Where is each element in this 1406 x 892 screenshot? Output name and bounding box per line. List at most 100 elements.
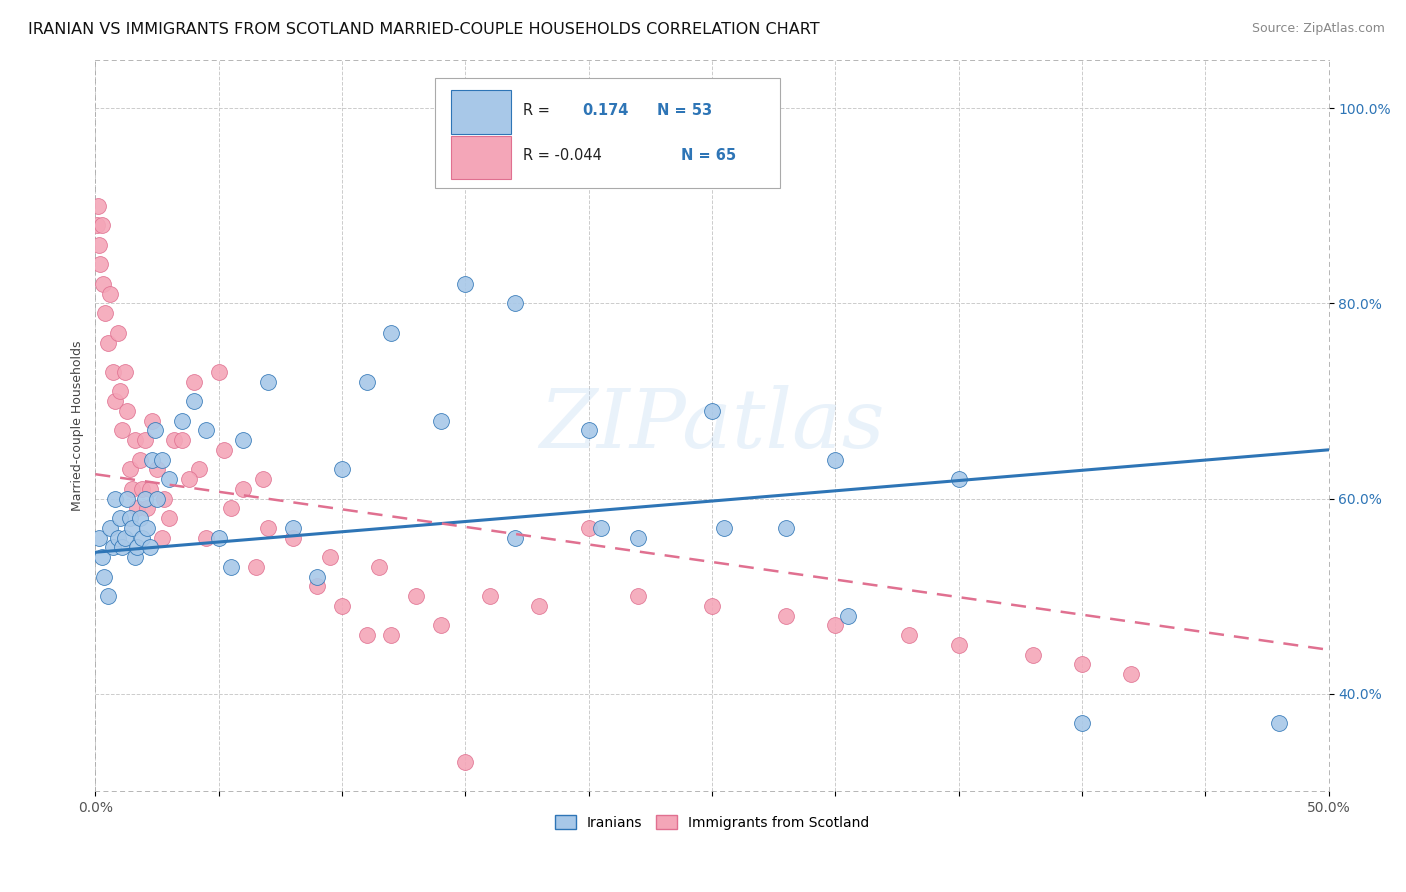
Point bbox=[170, 413, 193, 427]
Point bbox=[170, 433, 193, 447]
Point bbox=[219, 560, 242, 574]
Point bbox=[775, 608, 797, 623]
Point bbox=[589, 521, 612, 535]
Point bbox=[232, 482, 254, 496]
Point bbox=[97, 335, 120, 350]
Point bbox=[150, 452, 173, 467]
Point bbox=[90, 219, 112, 233]
Text: R = -0.044: R = -0.044 bbox=[523, 148, 602, 163]
Point bbox=[578, 423, 600, 437]
Text: Source: ZipAtlas.com: Source: ZipAtlas.com bbox=[1251, 22, 1385, 36]
Point bbox=[117, 491, 139, 506]
Point bbox=[578, 521, 600, 535]
Point bbox=[114, 531, 136, 545]
Point bbox=[107, 326, 129, 340]
Point bbox=[177, 472, 200, 486]
Point bbox=[1071, 657, 1094, 672]
Point bbox=[713, 521, 735, 535]
Point bbox=[131, 482, 153, 496]
Point bbox=[380, 326, 402, 340]
Point bbox=[195, 423, 218, 437]
Point bbox=[195, 531, 218, 545]
Text: N = 53: N = 53 bbox=[657, 103, 711, 118]
Point bbox=[98, 286, 121, 301]
Point bbox=[245, 560, 267, 574]
Point bbox=[89, 257, 111, 271]
Point bbox=[86, 219, 108, 233]
Point bbox=[134, 433, 156, 447]
Point bbox=[454, 277, 477, 291]
Point bbox=[356, 628, 378, 642]
Point bbox=[948, 638, 970, 652]
Point bbox=[141, 413, 163, 427]
Point bbox=[307, 569, 329, 583]
Point bbox=[101, 365, 124, 379]
Point bbox=[307, 579, 329, 593]
Text: IRANIAN VS IMMIGRANTS FROM SCOTLAND MARRIED-COUPLE HOUSEHOLDS CORRELATION CHART: IRANIAN VS IMMIGRANTS FROM SCOTLAND MARR… bbox=[28, 22, 820, 37]
Point bbox=[121, 482, 143, 496]
Point bbox=[136, 521, 159, 535]
Point bbox=[429, 413, 451, 427]
Point bbox=[157, 472, 180, 486]
Point bbox=[627, 589, 650, 603]
Point bbox=[503, 531, 526, 545]
Point bbox=[153, 491, 176, 506]
Point bbox=[124, 433, 146, 447]
Point bbox=[143, 423, 166, 437]
Point bbox=[627, 531, 650, 545]
Point bbox=[131, 531, 153, 545]
Legend: Iranians, Immigrants from Scotland: Iranians, Immigrants from Scotland bbox=[550, 810, 875, 836]
Point bbox=[700, 599, 723, 613]
Point bbox=[141, 452, 163, 467]
Point bbox=[118, 462, 141, 476]
Point bbox=[114, 365, 136, 379]
Point bbox=[101, 541, 124, 555]
Point bbox=[252, 472, 274, 486]
Point bbox=[219, 501, 242, 516]
FancyBboxPatch shape bbox=[450, 90, 510, 134]
Text: 0.174: 0.174 bbox=[582, 103, 628, 118]
Point bbox=[824, 452, 846, 467]
Point bbox=[87, 531, 110, 545]
Point bbox=[281, 531, 304, 545]
Point bbox=[1021, 648, 1043, 662]
Point bbox=[479, 589, 502, 603]
Point bbox=[93, 569, 115, 583]
Point bbox=[429, 618, 451, 632]
Point bbox=[90, 550, 112, 565]
Text: N = 65: N = 65 bbox=[681, 148, 737, 163]
FancyBboxPatch shape bbox=[434, 78, 780, 187]
Point bbox=[134, 491, 156, 506]
Point bbox=[368, 560, 391, 574]
Point bbox=[208, 531, 231, 545]
Point bbox=[281, 521, 304, 535]
Point bbox=[108, 511, 131, 525]
Point bbox=[107, 531, 129, 545]
Point bbox=[97, 589, 120, 603]
Point bbox=[700, 404, 723, 418]
Point bbox=[104, 394, 127, 409]
Point bbox=[183, 394, 205, 409]
Point bbox=[208, 365, 231, 379]
Point bbox=[124, 550, 146, 565]
Point bbox=[183, 375, 205, 389]
Point bbox=[232, 433, 254, 447]
Point bbox=[529, 599, 551, 613]
Point bbox=[330, 462, 353, 476]
Point bbox=[318, 550, 340, 565]
Point bbox=[127, 501, 149, 516]
Point bbox=[454, 755, 477, 769]
Point bbox=[118, 511, 141, 525]
Text: R =: R = bbox=[523, 103, 550, 118]
Point bbox=[138, 482, 160, 496]
Point bbox=[138, 541, 160, 555]
Point bbox=[257, 375, 280, 389]
Point bbox=[330, 599, 353, 613]
Point bbox=[212, 442, 235, 457]
Point bbox=[157, 511, 180, 525]
Point bbox=[136, 501, 159, 516]
Point bbox=[775, 521, 797, 535]
Point bbox=[111, 423, 134, 437]
Y-axis label: Married-couple Households: Married-couple Households bbox=[72, 340, 84, 511]
FancyBboxPatch shape bbox=[450, 136, 510, 178]
